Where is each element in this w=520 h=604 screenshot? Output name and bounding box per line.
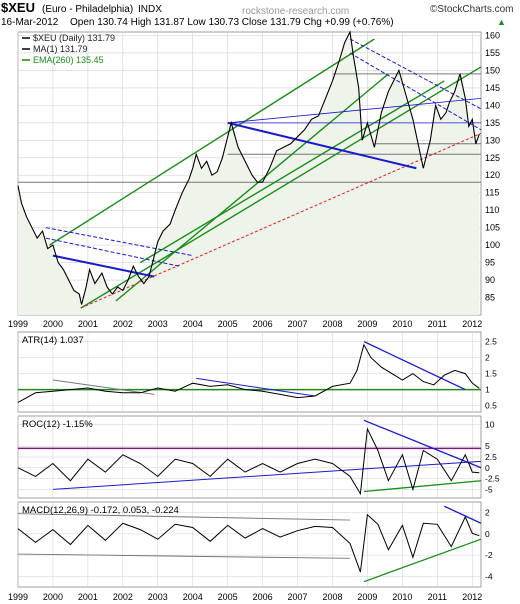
x-tick-label: 2002 bbox=[113, 319, 133, 329]
x-tick-label: 2004 bbox=[183, 592, 203, 602]
price-y-tick: 155 bbox=[485, 48, 500, 58]
x-tick-label: 2001 bbox=[78, 592, 98, 602]
roc-y-tick: 10 bbox=[485, 420, 495, 430]
channel-lower bbox=[80, 66, 482, 309]
atr-y-tick: 1.5 bbox=[485, 369, 497, 379]
x-tick-label: 2006 bbox=[253, 319, 273, 329]
price-y-tick: 140 bbox=[485, 100, 500, 110]
x-tick-label: 2006 bbox=[253, 592, 273, 602]
header-name: (Euro - Philadelphia) bbox=[42, 4, 133, 15]
atr-y-tick: 2 bbox=[485, 353, 490, 363]
macd-line bbox=[17, 513, 480, 573]
x-tick-label: 2008 bbox=[322, 592, 342, 602]
price-y-tick: 130 bbox=[485, 135, 500, 145]
x-tick-label: 2009 bbox=[357, 592, 377, 602]
blue-dashed-line bbox=[45, 227, 193, 257]
price-y-tick: 125 bbox=[485, 153, 500, 163]
channel-upper bbox=[139, 80, 445, 264]
price-y-tick: 100 bbox=[485, 240, 500, 250]
x-tick-label: 2001 bbox=[78, 319, 98, 329]
price-y-tick: 95 bbox=[485, 258, 495, 268]
x-tick-label: 2002 bbox=[113, 592, 133, 602]
blue-fan-line bbox=[227, 97, 482, 124]
price-y-tick: 145 bbox=[485, 83, 500, 93]
macd-y-tick: -4 bbox=[485, 571, 493, 581]
macd-channel-line bbox=[17, 513, 350, 521]
header-exchange: INDX bbox=[138, 4, 162, 15]
roc-triangle-bottom bbox=[363, 480, 482, 493]
price-y-tick: 150 bbox=[485, 65, 500, 75]
legend-label: $XEU (Daily) 131.79 bbox=[33, 33, 115, 43]
macd-y-tick: 0 bbox=[485, 529, 490, 539]
roc-y-tick: 5 bbox=[485, 441, 490, 451]
macd-triangle-top bbox=[444, 505, 482, 524]
roc-y-tick: -2.5 bbox=[485, 474, 500, 484]
macd-title: MACD(12,26,9) -0.172, 0.053, -0.224 bbox=[22, 505, 179, 516]
x-tick-label: 1999 bbox=[8, 319, 28, 329]
atr-y-tick: 1 bbox=[485, 385, 490, 395]
x-tick-label: 2008 bbox=[322, 319, 342, 329]
atr-y-tick: 0.5 bbox=[485, 401, 497, 411]
x-tick-label: 2007 bbox=[288, 592, 308, 602]
roc-triangle-top bbox=[363, 419, 482, 469]
price-y-tick: 110 bbox=[485, 205, 499, 215]
x-tick-label: 2010 bbox=[392, 319, 412, 329]
roc-lower-trend bbox=[52, 460, 482, 490]
header-brand: ©StockCharts.com bbox=[430, 4, 514, 15]
price-y-tick: 135 bbox=[485, 118, 500, 128]
x-tick-label: 2011 bbox=[428, 319, 447, 329]
roc-line bbox=[17, 427, 480, 496]
price-y-tick: 90 bbox=[485, 275, 495, 285]
x-tick-label: 2009 bbox=[357, 319, 377, 329]
price-area-fill bbox=[18, 32, 480, 315]
roc-y-tick: -5 bbox=[485, 484, 493, 494]
x-tick-label: 2011 bbox=[428, 592, 447, 602]
price-y-tick: 115 bbox=[485, 188, 499, 198]
atr-line bbox=[17, 343, 480, 403]
x-tick-label: 2005 bbox=[218, 592, 238, 602]
x-tick-label: 2004 bbox=[183, 319, 203, 329]
header-arrow-icon: ▲ bbox=[497, 17, 506, 27]
atr-trendline bbox=[196, 377, 316, 397]
x-tick-label: 2000 bbox=[43, 319, 63, 329]
macd-y-tick: 2 bbox=[485, 508, 490, 518]
price-y-tick: 120 bbox=[485, 170, 500, 180]
roc-y-tick: 0 bbox=[485, 463, 490, 473]
atr-trendline bbox=[363, 341, 466, 391]
roc-y-tick: 2.5 bbox=[485, 452, 497, 462]
header-ohlc: Open 130.74 High 131.87 Low 130.73 Close… bbox=[70, 17, 394, 28]
header-symbol: $XEU bbox=[1, 0, 35, 15]
atr-trendline bbox=[52, 379, 155, 395]
price-y-tick: 105 bbox=[485, 223, 500, 233]
macd-channel-line bbox=[17, 553, 350, 559]
macd-y-tick: -2 bbox=[485, 550, 493, 560]
x-tick-label: 2012 bbox=[462, 592, 482, 602]
x-tick-label: 2010 bbox=[392, 592, 412, 602]
price-y-tick: 160 bbox=[485, 30, 500, 40]
x-tick-label: 2000 bbox=[43, 592, 63, 602]
header-date: 16-Mar-2012 bbox=[1, 17, 59, 28]
price-line bbox=[17, 30, 480, 305]
header-watermark: rockstone-research.com bbox=[242, 6, 349, 17]
atr-y-tick: 2.5 bbox=[485, 337, 497, 347]
blue-trendline bbox=[227, 121, 417, 170]
legend-label: MA(1) 131.79 bbox=[33, 44, 88, 54]
x-tick-label: 2012 bbox=[462, 319, 482, 329]
atr-title: ATR(14) 1.037 bbox=[22, 335, 84, 346]
roc-title: ROC(12) -1.15% bbox=[22, 419, 93, 430]
channel-middle bbox=[49, 38, 375, 246]
x-tick-label: 2005 bbox=[218, 319, 238, 329]
blue-dashed-line bbox=[45, 237, 179, 267]
blue-dashed-line bbox=[349, 38, 482, 110]
blue-dashed-line bbox=[349, 52, 482, 131]
x-tick-label: 2007 bbox=[288, 319, 308, 329]
price-y-tick: 85 bbox=[485, 293, 495, 303]
legend-label: EMA(260) 135.45 bbox=[33, 55, 104, 65]
x-tick-label: 2003 bbox=[148, 592, 168, 602]
x-tick-label: 2003 bbox=[148, 319, 168, 329]
macd-triangle-bottom bbox=[363, 538, 482, 583]
x-tick-label: 1999 bbox=[8, 592, 28, 602]
